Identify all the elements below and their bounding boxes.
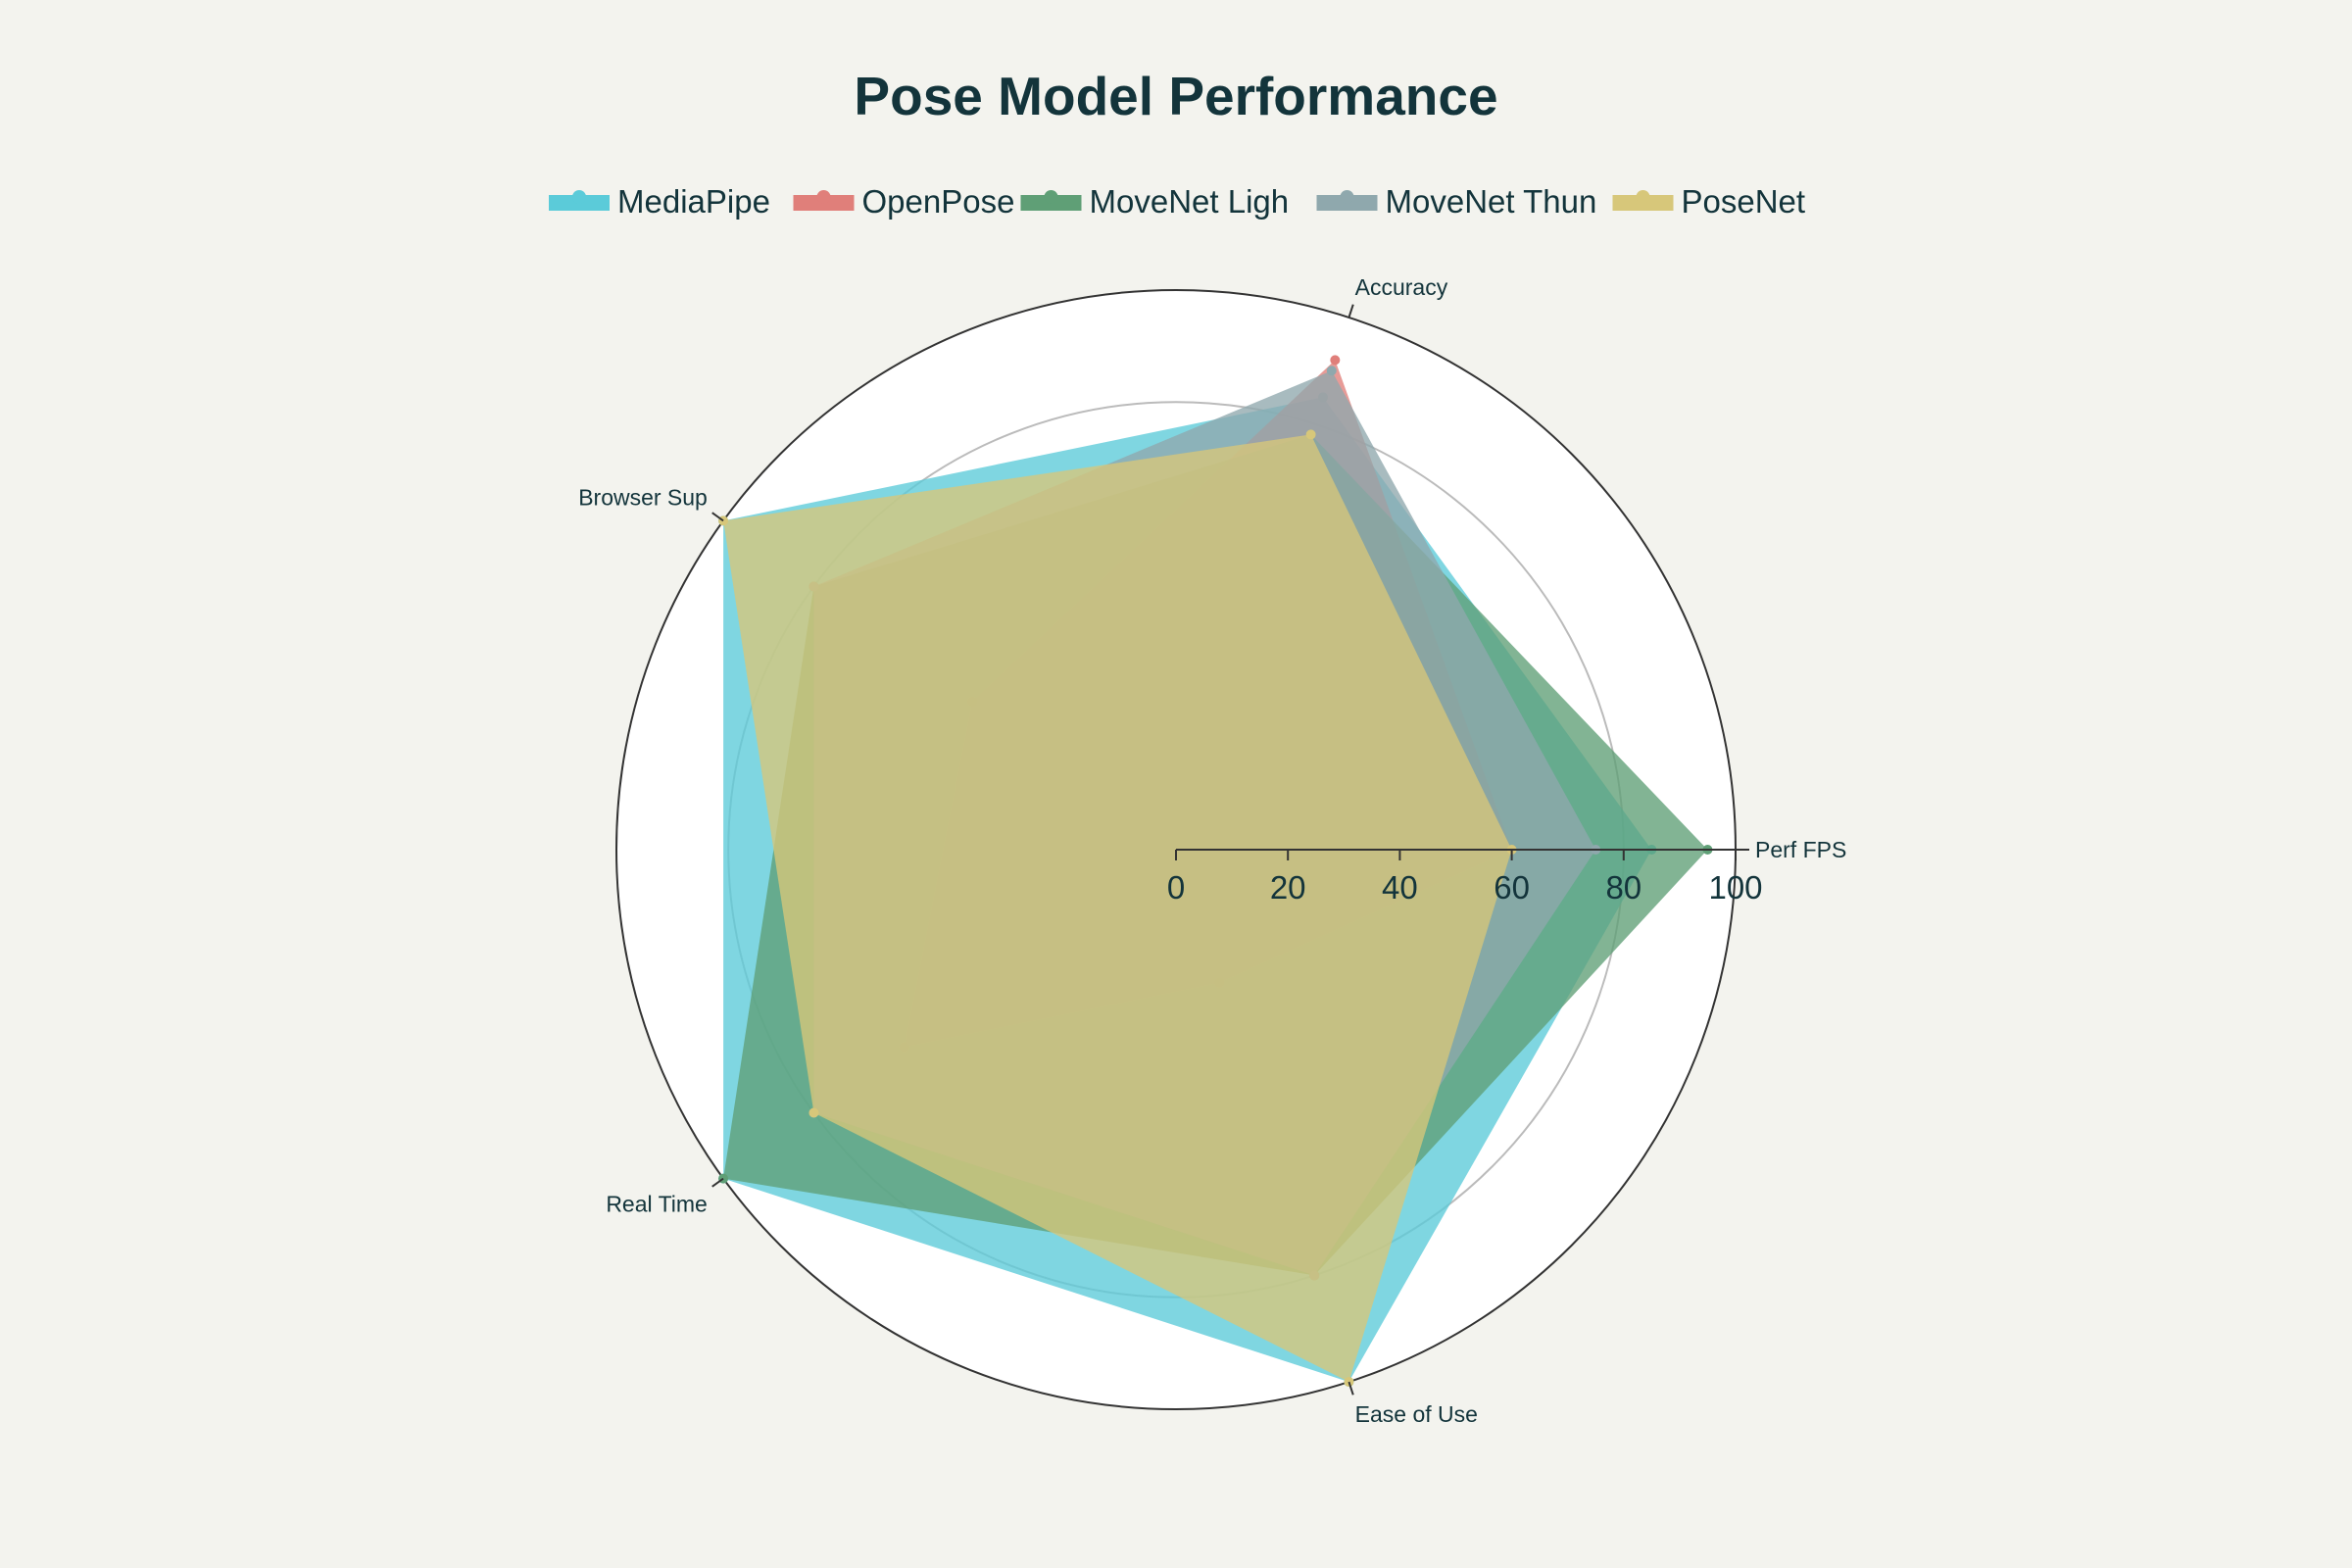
legend-label: OpenPose (862, 183, 1015, 220)
legend-item: MoveNet Ligh (1020, 183, 1290, 220)
radial-axis: 0 20 40 60 80 100 (1167, 849, 1763, 906)
legend-item: MoveNet Thun (1316, 183, 1597, 220)
angular-axes: Accuracy Perf FPS Ease of Use Real Time Brow… (578, 274, 1846, 1427)
radial-tick-label: 100 (1708, 869, 1762, 906)
legend-item: PoseNet (1612, 183, 1806, 220)
legend-marker (816, 190, 831, 204)
series-point (1330, 355, 1341, 366)
chart-title: Pose Model Performance (854, 66, 1497, 126)
series-point (1305, 429, 1316, 440)
radial-tick-label: 40 (1382, 869, 1418, 906)
series-point (1326, 366, 1337, 376)
radial-tick-label: 80 (1605, 869, 1642, 906)
series-layer (718, 355, 1713, 1388)
legend-item: OpenPose (793, 183, 1015, 220)
series-point (808, 1107, 819, 1118)
series-4 (718, 429, 1517, 1388)
legend-label: MoveNet Thun (1386, 183, 1597, 220)
legend-label: PoseNet (1682, 183, 1806, 220)
axis-label: Real Time (606, 1191, 708, 1216)
axis-label: Accuracy (1355, 274, 1448, 300)
axis-tick (1348, 1381, 1354, 1396)
legend-label: MediaPipe (617, 183, 770, 220)
axis-label: Browser Sup (578, 485, 708, 511)
axis-label: Perf FPS (1755, 837, 1846, 862)
axis-tick (711, 1177, 724, 1188)
legend: MediaPipe OpenPose MoveNet Ligh MoveNet Thu… (549, 183, 1805, 220)
axis-label: Ease of Use (1355, 1401, 1478, 1427)
radial-tick-label: 20 (1270, 869, 1306, 906)
legend-label: MoveNet Ligh (1090, 183, 1290, 220)
radial-tick-label: 60 (1494, 869, 1530, 906)
series-area (723, 434, 1512, 1383)
legend-item: MediaPipe (549, 183, 770, 220)
legend-marker (572, 190, 586, 204)
radial-tick-label: 0 (1167, 869, 1185, 906)
legend-marker (1340, 190, 1354, 204)
axis-tick (711, 512, 724, 522)
legend-marker (1636, 190, 1650, 204)
legend-marker (1044, 190, 1058, 204)
axis-tick (1348, 304, 1354, 318)
